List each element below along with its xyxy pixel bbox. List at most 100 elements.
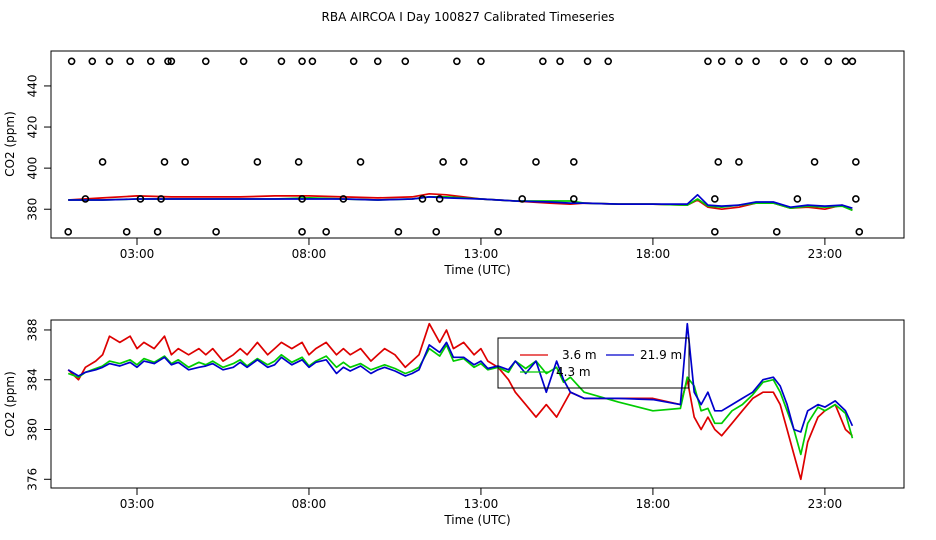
data-point	[298, 57, 306, 66]
data-point	[539, 57, 547, 66]
data-point	[435, 195, 444, 203]
x-tick-label: 18:00	[636, 497, 671, 511]
x-tick-label: 08:00	[292, 247, 327, 261]
data-point	[793, 195, 802, 203]
legend-box	[497, 337, 690, 389]
y-tick-label: 384	[26, 368, 40, 391]
data-point	[160, 158, 169, 166]
data-point	[122, 228, 131, 236]
data-point	[373, 57, 382, 66]
series-line-blue	[67, 322, 854, 433]
data-point	[477, 57, 485, 66]
panel-2: 03:00 08:00 13:00 18:00 23:00 376 380 384 388 Tim…	[3, 319, 905, 527]
data-point	[735, 158, 743, 166]
data-point	[711, 195, 719, 203]
data-point	[717, 57, 726, 66]
x-tick-label: 23:00	[808, 247, 843, 261]
data-point	[711, 228, 719, 236]
data-point	[167, 57, 176, 66]
data-point	[556, 57, 564, 66]
data-point	[855, 228, 864, 236]
y-tick-label: 380	[26, 198, 40, 221]
legend-label: 4.3 m	[556, 365, 591, 379]
data-point	[800, 57, 809, 66]
data-point	[432, 228, 441, 236]
data-point	[298, 228, 306, 236]
data-point	[126, 57, 134, 66]
data-point	[604, 57, 613, 66]
data-point	[418, 195, 427, 203]
data-point	[459, 158, 468, 166]
data-point	[356, 158, 365, 166]
data-point	[852, 195, 860, 203]
data-point	[157, 195, 165, 203]
data-point	[735, 57, 743, 66]
data-point	[779, 57, 788, 66]
data-point	[439, 158, 447, 166]
data-point	[401, 57, 410, 66]
data-point	[752, 57, 760, 66]
panel-1: 03:00 08:00 13:00 18:00 23:00 380 400 420 440 Tim…	[3, 50, 905, 277]
chart-title: RBA AIRCOA I Day 100827 Calibrated Times…	[322, 10, 615, 24]
data-point	[64, 228, 72, 236]
series-line-blue	[68, 193, 853, 210]
y-axis-label: CO2 (ppm)	[3, 111, 17, 177]
data-point	[81, 195, 90, 203]
data-point	[105, 57, 114, 66]
data-point	[136, 195, 145, 203]
data-point	[824, 57, 833, 66]
plot-frame	[50, 319, 905, 489]
data-point	[349, 57, 358, 66]
y-tick-label: 440	[26, 74, 40, 97]
data-point	[714, 158, 723, 166]
data-point	[253, 158, 262, 166]
x-tick-label: 08:00	[292, 497, 327, 511]
y-axis-label: CO2 (ppm)	[3, 371, 17, 437]
y-tick-label: 420	[26, 116, 40, 139]
data-point	[98, 158, 107, 166]
data-point	[532, 158, 540, 166]
x-axis-label: Time (UTC)	[443, 513, 510, 527]
y-tick-label: 388	[26, 319, 40, 342]
data-point	[570, 158, 578, 166]
x-tick-label: 18:00	[636, 247, 671, 261]
data-point	[570, 195, 578, 203]
x-tick-label: 13:00	[464, 247, 499, 261]
plot-frame	[50, 50, 905, 239]
x-tick-label: 23:00	[808, 497, 843, 511]
legend: 3.6 m 21.9 m 4.3 m	[497, 337, 690, 389]
data-point	[67, 57, 76, 66]
data-point	[518, 195, 527, 203]
plot-area	[67, 322, 854, 481]
data-point	[153, 228, 162, 236]
data-point	[394, 228, 403, 236]
data-point	[848, 57, 857, 66]
x-tick-label: 03:00	[120, 497, 155, 511]
data-point	[146, 57, 155, 66]
y-tick-label: 400	[26, 157, 40, 180]
data-point	[294, 158, 303, 166]
data-point	[322, 228, 330, 236]
series-line-green	[67, 344, 854, 456]
x-tick-label: 13:00	[464, 497, 499, 511]
x-tick-label: 03:00	[120, 247, 155, 261]
data-point	[88, 57, 97, 66]
data-point	[583, 57, 592, 66]
data-point	[181, 158, 189, 166]
x-axis-label: Time (UTC)	[443, 263, 510, 277]
y-tick-label: 376	[26, 468, 40, 491]
data-point	[239, 57, 248, 66]
data-point	[277, 57, 286, 66]
data-point	[201, 57, 210, 66]
plot-area	[64, 57, 864, 236]
data-point	[164, 57, 172, 66]
data-point	[852, 158, 860, 166]
data-point	[308, 57, 317, 66]
data-point	[339, 195, 348, 203]
data-point	[212, 228, 220, 236]
y-tick-label: 380	[26, 418, 40, 441]
legend-label: 3.6 m	[562, 348, 597, 362]
data-point	[772, 228, 781, 236]
data-point	[453, 57, 461, 66]
